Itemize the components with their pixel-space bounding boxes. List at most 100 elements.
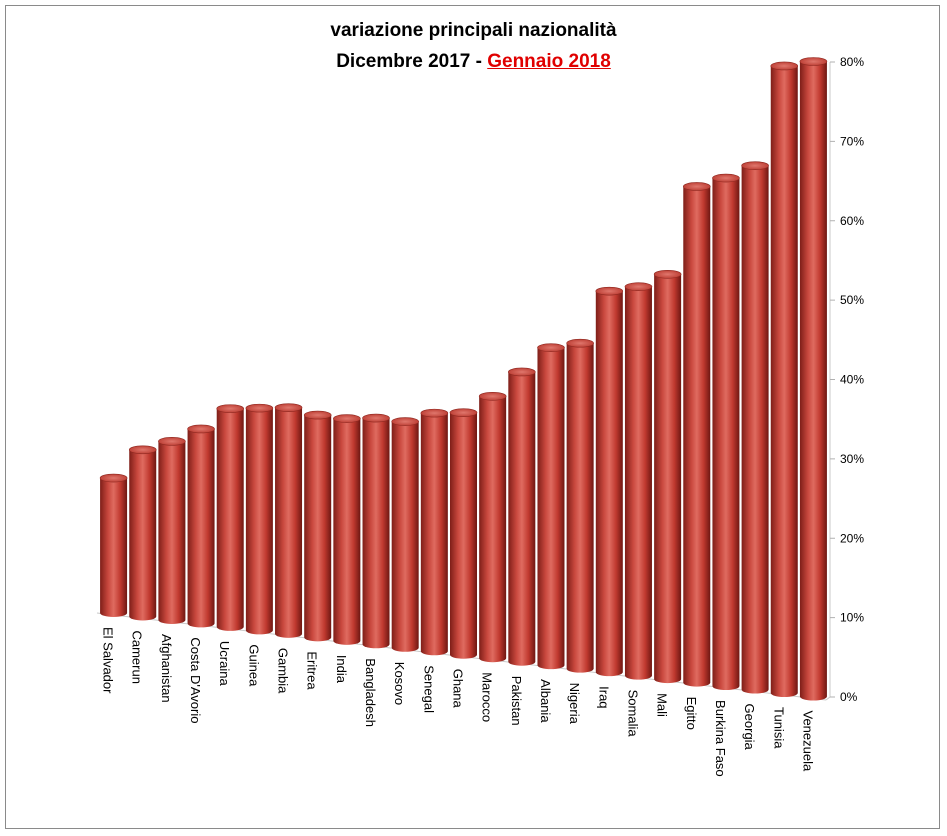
bar-23 bbox=[770, 61, 799, 698]
category-label: Costa D'Avorio bbox=[188, 637, 203, 723]
bar-body bbox=[158, 441, 186, 624]
bar-body bbox=[770, 65, 798, 698]
bar-24 bbox=[799, 57, 828, 701]
bar-top bbox=[712, 173, 740, 183]
bar-top bbox=[770, 61, 799, 71]
bar-body bbox=[275, 407, 303, 638]
bar-top bbox=[682, 182, 711, 191]
bar-body bbox=[420, 413, 448, 656]
bar-body bbox=[304, 415, 332, 642]
y-tick-label: 60% bbox=[840, 214, 864, 228]
bar-body bbox=[683, 186, 711, 687]
category-label: Nigeria bbox=[567, 683, 582, 725]
subtitle-highlight: Gennaio 2018 bbox=[487, 51, 611, 72]
category-label: Pakistan bbox=[509, 676, 524, 726]
bar-top bbox=[303, 410, 332, 420]
bar-top bbox=[799, 57, 828, 66]
bar-body bbox=[129, 449, 157, 621]
bar-10 bbox=[391, 417, 419, 652]
category-label: Venezuela bbox=[800, 710, 815, 771]
bar-1 bbox=[128, 445, 157, 621]
y-tick-label: 0% bbox=[840, 690, 858, 704]
bar-21 bbox=[712, 173, 740, 691]
bar-body bbox=[391, 421, 419, 652]
bar-4 bbox=[216, 404, 245, 631]
bar-body bbox=[566, 343, 594, 673]
bar-3 bbox=[187, 424, 215, 628]
bar-5 bbox=[245, 403, 274, 635]
bar-2 bbox=[158, 437, 186, 624]
bar-19 bbox=[653, 269, 682, 684]
bar-top bbox=[537, 343, 565, 352]
category-label: Afghanistan bbox=[159, 634, 174, 703]
y-tick-label: 30% bbox=[840, 452, 864, 466]
bar-body bbox=[450, 412, 477, 659]
bar-body bbox=[362, 418, 390, 649]
bar-top bbox=[362, 413, 390, 423]
category-label: Kosovo bbox=[392, 662, 407, 705]
bars-group bbox=[99, 57, 828, 701]
bar-top bbox=[508, 367, 536, 377]
category-label: Eritrea bbox=[305, 651, 320, 690]
bar-8 bbox=[333, 414, 361, 645]
category-label: Mali bbox=[655, 693, 670, 717]
category-label: Albania bbox=[538, 679, 553, 723]
bar-body bbox=[537, 347, 565, 670]
bar-top bbox=[595, 286, 624, 296]
category-label: India bbox=[334, 655, 349, 684]
category-label: Burkina Faso bbox=[713, 700, 728, 777]
bar-14 bbox=[508, 367, 536, 666]
bar-15 bbox=[537, 343, 565, 670]
category-labels: El Salvador Camerun Afghanistan Costa D'Avo… bbox=[101, 627, 816, 777]
bar-9 bbox=[362, 413, 390, 649]
category-label: Somalia bbox=[625, 690, 640, 738]
y-tick-label: 70% bbox=[840, 134, 864, 148]
category-label: Ucraina bbox=[217, 641, 232, 687]
bar-18 bbox=[624, 282, 653, 680]
category-label: Ghana bbox=[451, 669, 466, 709]
floor-edge bbox=[825, 696, 831, 701]
bar-top bbox=[245, 403, 274, 413]
bar-top bbox=[333, 414, 361, 423]
bar-top bbox=[187, 424, 215, 434]
y-tick-label: 20% bbox=[840, 531, 864, 545]
bar-top bbox=[653, 269, 682, 279]
bar-body bbox=[508, 371, 536, 666]
bar-body bbox=[654, 274, 682, 684]
category-label: Iraq bbox=[596, 686, 611, 708]
category-label: Senegal bbox=[421, 665, 436, 713]
subtitle-prefix: Dicembre 2017 - bbox=[336, 51, 488, 72]
chart-subtitle: Dicembre 2017 - Gennaio 2018 bbox=[0, 51, 947, 73]
bar-body bbox=[479, 396, 507, 663]
category-label: Camerun bbox=[130, 630, 145, 683]
bar-top bbox=[566, 338, 594, 348]
bar-top bbox=[420, 408, 449, 418]
y-tick-label: 80% bbox=[840, 55, 864, 69]
bar-16 bbox=[566, 338, 594, 673]
bar-top bbox=[478, 391, 507, 401]
bar-top bbox=[216, 404, 245, 413]
category-label: Bangladesh bbox=[363, 658, 378, 727]
bar-top bbox=[741, 161, 769, 170]
category-label: El Salvador bbox=[101, 627, 116, 694]
bar-top bbox=[274, 403, 303, 412]
bar-top bbox=[158, 437, 186, 446]
bar-body bbox=[100, 478, 128, 617]
bar-17 bbox=[595, 286, 624, 677]
category-label: Marocco bbox=[480, 672, 495, 722]
bar-13 bbox=[478, 391, 507, 663]
bar-body bbox=[245, 408, 273, 635]
bar-top bbox=[99, 473, 128, 483]
bar-top bbox=[391, 417, 419, 426]
chart-title: variazione principali nazionalità bbox=[330, 20, 617, 41]
bar-body bbox=[624, 286, 652, 680]
bar-body bbox=[741, 165, 769, 694]
bar-6 bbox=[274, 403, 303, 638]
bar-11 bbox=[420, 408, 449, 656]
bar-top bbox=[449, 408, 478, 417]
bar-top bbox=[624, 282, 653, 291]
bar-12 bbox=[449, 408, 478, 659]
bar-22 bbox=[741, 161, 769, 694]
category-label: Guinea bbox=[246, 644, 261, 687]
bar-body bbox=[799, 61, 827, 701]
